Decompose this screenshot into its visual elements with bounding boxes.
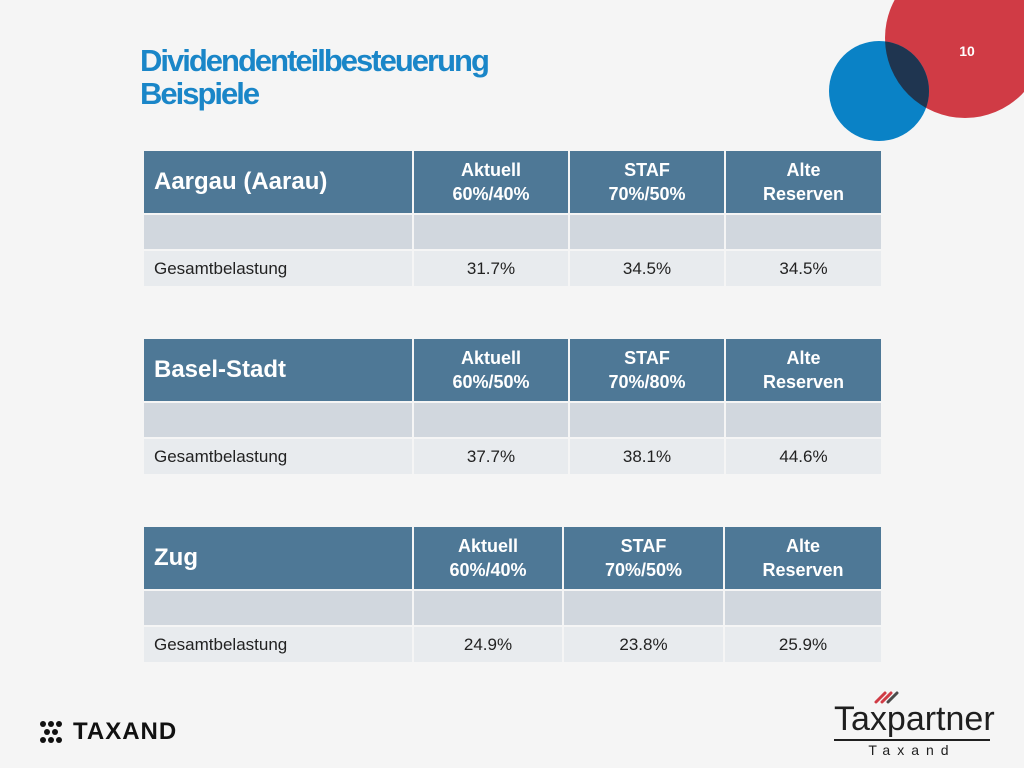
total-burden-staf-value: 34.5% xyxy=(570,251,724,286)
blank-cell xyxy=(564,591,723,625)
total-burden-label: Gesamtbelastung xyxy=(144,439,412,474)
blank-cell xyxy=(570,215,724,249)
table-blank-row xyxy=(144,591,881,625)
column-header-staf-line-1: STAF xyxy=(624,160,670,180)
blank-cell xyxy=(570,403,724,437)
column-header-old-reserves-line-1: Alte xyxy=(786,160,821,180)
blank-cell xyxy=(144,215,412,249)
table-blank-row xyxy=(144,215,881,249)
table-header-row: Aargau (Aarau) Aktuell 60%/40% STAF 70%/… xyxy=(144,151,881,213)
taxpartner-logo: Taxpartner Taxand xyxy=(834,687,995,759)
blank-cell xyxy=(414,591,562,625)
total-burden-label: Gesamtbelastung xyxy=(144,251,412,286)
total-burden-old-reserves-value: 25.9% xyxy=(725,627,881,662)
column-header-staf-line-2: 70%/50% xyxy=(608,184,686,204)
slide-title-line-2: Beispiele xyxy=(140,76,260,111)
total-burden-staf-value: 23.8% xyxy=(564,627,723,662)
total-burden-old-reserves-value: 34.5% xyxy=(726,251,881,286)
total-burden-staf-value: 38.1% xyxy=(570,439,724,474)
column-header-old-reserves: Alte Reserven xyxy=(726,151,881,213)
total-burden-label: Gesamtbelastung xyxy=(144,627,412,662)
blank-cell xyxy=(725,591,881,625)
taxand-logo-left: TAXAND xyxy=(39,717,179,747)
zug-tax-table: Zug Aktuell 60%/40% STAF 70%/50% Alte Re… xyxy=(142,525,883,664)
taxpartner-divider xyxy=(834,739,990,741)
region-header: Aargau (Aarau) xyxy=(144,151,412,213)
column-header-staf-line-2: 70%/80% xyxy=(608,372,686,392)
column-header-old-reserves-line-1: Alte xyxy=(786,348,821,368)
taxpartner-sub-logo-text: Taxand xyxy=(868,742,956,758)
column-header-old-reserves-line-2: Reserven xyxy=(762,560,844,580)
column-header-staf-line-2: 70%/50% xyxy=(604,560,683,580)
blank-cell xyxy=(144,591,412,625)
column-header-old-reserves-line-2: Reserven xyxy=(762,184,845,204)
column-header-current-line-2: 60%/50% xyxy=(452,372,530,392)
region-header: Zug xyxy=(144,527,412,589)
column-header-staf: STAF 70%/80% xyxy=(570,339,724,401)
basel-stadt-tax-table: Basel-Stadt Aktuell 60%/50% STAF 70%/80%… xyxy=(142,337,883,476)
aargau-tax-table: Aargau (Aarau) Aktuell 60%/40% STAF 70%/… xyxy=(142,149,883,288)
table-row: Gesamtbelastung 31.7% 34.5% 34.5% xyxy=(144,251,881,286)
column-header-current-line-1: Aktuell xyxy=(457,536,518,556)
total-burden-current-value: 31.7% xyxy=(414,251,568,286)
blank-cell xyxy=(726,403,881,437)
total-burden-current-value: 24.9% xyxy=(414,627,562,662)
column-header-staf-line-1: STAF xyxy=(620,536,667,556)
column-header-current: Aktuell 60%/40% xyxy=(414,151,568,213)
total-burden-current-value: 37.7% xyxy=(414,439,568,474)
table-blank-row xyxy=(144,403,881,437)
column-header-old-reserves: Alte Reserven xyxy=(726,339,881,401)
column-header-current-line-1: Aktuell xyxy=(460,348,521,368)
column-header-old-reserves-line-2: Reserven xyxy=(762,372,845,392)
region-header: Basel-Stadt xyxy=(144,339,412,401)
column-header-staf: STAF 70%/50% xyxy=(564,527,723,589)
taxpartner-logo-mark xyxy=(874,691,899,704)
table-row: Gesamtbelastung 24.9% 23.8% 25.9% xyxy=(144,627,881,662)
page-number: 10 xyxy=(959,43,975,59)
table-row: Gesamtbelastung 37.7% 38.1% 44.6% xyxy=(144,439,881,474)
blank-cell xyxy=(414,403,568,437)
taxand-logo-icon xyxy=(40,721,62,743)
column-header-staf-line-1: STAF xyxy=(624,348,670,368)
column-header-current: Aktuell 60%/40% xyxy=(414,527,562,589)
slide-title-line-1: Dividendenteilbesteuerung xyxy=(140,43,490,78)
table-header-row: Zug Aktuell 60%/40% STAF 70%/50% Alte Re… xyxy=(144,527,881,589)
column-header-current-line-2: 60%/40% xyxy=(452,184,530,204)
taxpartner-logo-text: Taxpartner xyxy=(834,700,995,738)
column-header-staf: STAF 70%/50% xyxy=(570,151,724,213)
circle-overlap-shape xyxy=(829,41,929,141)
total-burden-old-reserves-value: 44.6% xyxy=(726,439,881,474)
column-header-current-line-1: Aktuell xyxy=(460,160,521,180)
column-header-old-reserves-line-1: Alte xyxy=(785,536,820,556)
blank-cell xyxy=(414,215,568,249)
table-header-row: Basel-Stadt Aktuell 60%/50% STAF 70%/80%… xyxy=(144,339,881,401)
column-header-old-reserves: Alte Reserven xyxy=(725,527,881,589)
column-header-current-line-2: 60%/40% xyxy=(449,560,527,580)
column-header-current: Aktuell 60%/50% xyxy=(414,339,568,401)
blank-cell xyxy=(726,215,881,249)
blank-cell xyxy=(144,403,412,437)
taxand-logo-text: TAXAND xyxy=(73,718,178,745)
slide-title: Dividendenteilbesteuerung Beispiele xyxy=(140,44,780,110)
